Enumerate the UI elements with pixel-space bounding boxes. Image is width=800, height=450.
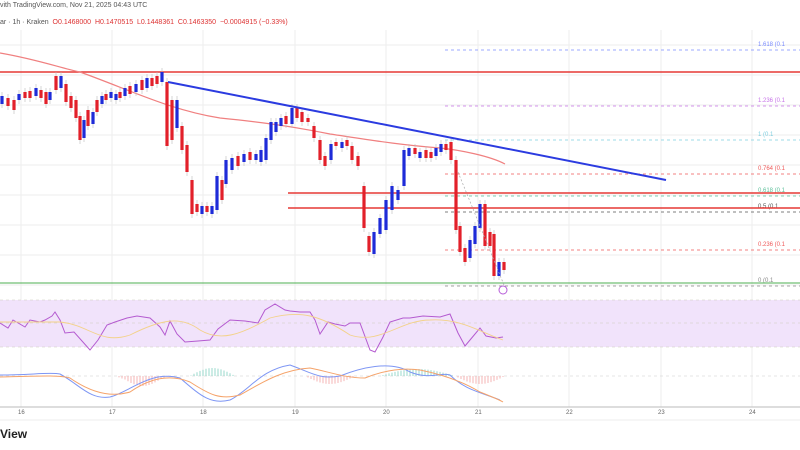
published-caption: vith TradingView.com, Nov 21, 2025 04:43… xyxy=(0,2,148,9)
low-value: L0.1448361 xyxy=(137,19,174,26)
svg-text:0.236 (0.1: 0.236 (0.1 xyxy=(758,242,786,248)
open-value: O0.1468000 xyxy=(52,19,92,26)
x-axis: 16 17 18 19 20 21 22 23 24 xyxy=(18,410,756,416)
svg-text:22: 22 xyxy=(566,410,573,416)
svg-text:20: 20 xyxy=(383,410,390,416)
fib-levels: 1.618 (0.1 1.236 (0.1 1 (0.1 0.764 (0.1 0.61… xyxy=(445,42,800,287)
svg-text:24: 24 xyxy=(749,410,756,416)
rsi-band xyxy=(0,300,800,347)
grid xyxy=(0,30,800,407)
svg-text:1.618 (0.1: 1.618 (0.1 xyxy=(758,42,786,48)
svg-text:0 (0.1: 0 (0.1 xyxy=(758,278,774,284)
svg-text:18: 18 xyxy=(200,410,207,416)
trendline[interactable] xyxy=(167,81,667,181)
svg-text:21: 21 xyxy=(475,410,482,416)
svg-text:0.5 (0.1: 0.5 (0.1 xyxy=(758,204,779,210)
replay-icon[interactable] xyxy=(498,285,508,295)
svg-text:16: 16 xyxy=(18,410,25,416)
macd-line xyxy=(0,364,501,402)
ohlc-legend: ar · 1h · Kraken O0.1468000 H0.1470515 L… xyxy=(0,19,288,26)
rsi-line xyxy=(0,303,504,353)
svg-text:1 (0.1: 1 (0.1 xyxy=(758,132,774,138)
candles xyxy=(0,68,506,280)
high-value: H0.1470515 xyxy=(94,19,134,26)
svg-text:19: 19 xyxy=(292,410,299,416)
svg-text:23: 23 xyxy=(658,410,665,416)
svg-text:0.618 (0.1: 0.618 (0.1 xyxy=(758,188,786,194)
brand-watermark: View xyxy=(0,427,28,441)
rsi-signal xyxy=(0,313,504,341)
symbol-label: ar · 1h · Kraken xyxy=(0,19,49,26)
macd-signal xyxy=(0,367,504,403)
svg-text:1.236 (0.1: 1.236 (0.1 xyxy=(758,98,786,104)
svg-text:17: 17 xyxy=(109,410,116,416)
close-value: C0.1463350 xyxy=(177,19,217,26)
svg-text:0.764 (0.1: 0.764 (0.1 xyxy=(758,166,786,172)
change-value: −0.0004915 (−0.33%) xyxy=(219,19,288,26)
